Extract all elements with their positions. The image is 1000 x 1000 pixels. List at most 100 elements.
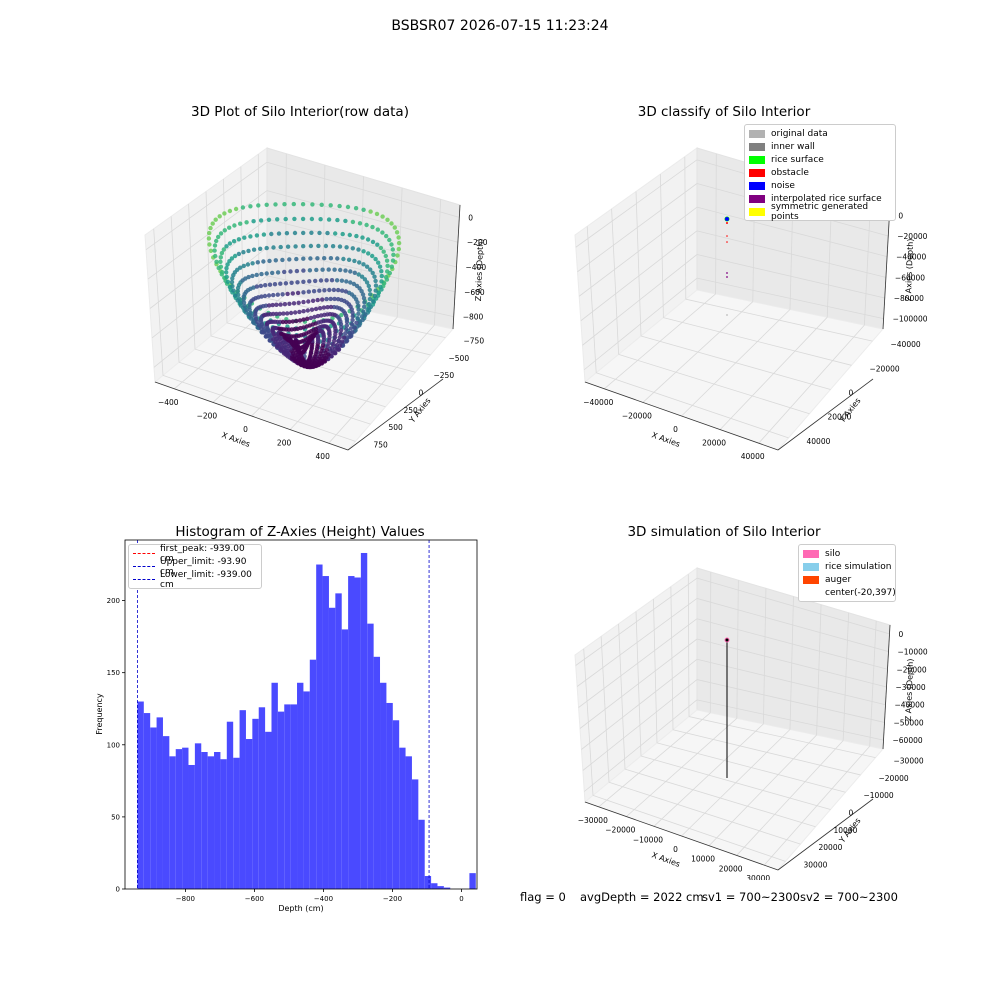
- raw-z-tick-label: −400: [466, 263, 487, 272]
- classify-grid-z-right: [696, 206, 888, 258]
- histogram-bar: [303, 691, 310, 889]
- raw-point: [330, 316, 335, 321]
- raw-point: [356, 247, 361, 252]
- classify-grid-z-left: [582, 254, 698, 346]
- raw-x-axis-line: [154, 381, 349, 451]
- raw-point: [213, 253, 218, 259]
- legend-line-first-peak: [133, 553, 155, 554]
- raw-point: [325, 305, 330, 310]
- legend-auger: auger: [825, 574, 852, 585]
- status-flag: flag = 0: [520, 890, 566, 904]
- simulation-z-tick-label: −40000: [895, 701, 925, 710]
- classify-x-tick-label: −20000: [622, 411, 652, 420]
- legend-noise: noise: [771, 180, 795, 191]
- raw-point: [270, 302, 275, 308]
- raw-point: [362, 304, 367, 309]
- raw-point: [233, 206, 239, 212]
- raw-point: [354, 233, 359, 239]
- raw-point: [241, 263, 246, 269]
- raw-point: [359, 274, 365, 279]
- raw-point: [267, 258, 272, 264]
- raw-point: [334, 342, 340, 348]
- raw-point: [242, 304, 248, 309]
- raw-point: [221, 247, 226, 252]
- raw-point: [370, 253, 375, 259]
- raw-x-tick-label: 0: [243, 425, 248, 434]
- raw-point: [278, 281, 283, 286]
- raw-point: [338, 267, 343, 273]
- raw-point: [343, 289, 349, 294]
- simulation-x-tick-label: −10000: [633, 835, 663, 844]
- raw-point-cloud: [206, 201, 402, 370]
- classify-z-tick-label: −60000: [895, 273, 925, 282]
- histogram-bar: [373, 656, 381, 889]
- legend-rice-surface: rice surface: [771, 154, 824, 165]
- raw-point: [251, 285, 256, 290]
- raw-grid-z-left: [147, 190, 268, 280]
- simulation-y-tick-label: 30000: [804, 860, 828, 869]
- raw-point: [297, 309, 302, 315]
- raw-point: [267, 282, 273, 287]
- raw-point: [380, 214, 385, 219]
- raw-point: [363, 312, 368, 317]
- raw-point: [332, 338, 337, 343]
- simulation-grid-z-left: [582, 679, 698, 771]
- raw-point: [344, 323, 350, 328]
- raw-point: [313, 306, 319, 312]
- histogram-bar: [309, 659, 317, 889]
- raw-point: [353, 206, 359, 211]
- raw-point: [258, 218, 264, 223]
- raw-point: [227, 241, 233, 246]
- classify-point-obstacle: [726, 241, 728, 243]
- raw-z-axis-label: Z Axies (Depth): [474, 238, 485, 301]
- raw-point: [294, 256, 299, 262]
- raw-point: [356, 307, 361, 312]
- raw-point: [361, 296, 367, 301]
- raw-point: [230, 276, 235, 281]
- raw-point: [222, 228, 227, 233]
- raw-point: [326, 217, 332, 222]
- histogram-bar: [162, 736, 170, 889]
- raw-point: [280, 257, 285, 263]
- raw-point: [227, 259, 232, 264]
- raw-point: [218, 231, 224, 236]
- legend-obstacle: obstacle: [771, 167, 809, 178]
- simulation-z-tick-label: −10000: [898, 648, 928, 657]
- simulation-axis-labels: −30000−20000−100000100002000030000300002…: [578, 630, 928, 880]
- raw-point: [236, 292, 241, 297]
- histogram-x-tick-label: −400: [314, 895, 333, 903]
- simulation-grid-z-right: [696, 679, 885, 723]
- raw-point: [259, 294, 264, 299]
- raw-point: [355, 316, 360, 321]
- raw-point: [352, 325, 357, 330]
- raw-point: [280, 292, 285, 297]
- simulation-grid-z-right: [696, 699, 884, 741]
- raw-point: [301, 299, 306, 305]
- raw-grid-z-left: [145, 161, 268, 251]
- raw-z-tick-label: −200: [467, 238, 488, 247]
- raw-point: [336, 297, 341, 302]
- raw-point: [364, 264, 370, 269]
- raw-point: [313, 278, 318, 284]
- raw-point: [370, 270, 375, 276]
- raw-point: [332, 335, 338, 340]
- legend-line-upper-limit: [133, 566, 155, 567]
- histogram-bar: [322, 576, 329, 889]
- raw-point: [315, 313, 321, 319]
- raw-point: [276, 231, 282, 236]
- histogram-bar: [418, 819, 425, 889]
- raw-point: [357, 260, 362, 265]
- histogram-x-label: Depth (cm): [278, 904, 323, 913]
- histogram-bar: [431, 883, 438, 889]
- raw-point: [287, 257, 292, 262]
- raw-grid-z-right: [266, 218, 457, 268]
- raw-point: [271, 311, 276, 317]
- raw-point: [220, 270, 225, 275]
- raw-point: [323, 243, 329, 249]
- raw-grid-z-left: [149, 218, 268, 309]
- raw-point: [230, 284, 235, 289]
- simulation-z-tick-label: −60000: [893, 736, 923, 745]
- raw-point: [367, 287, 372, 293]
- raw-plot-title: 3D Plot of Silo Interior(row data): [191, 104, 409, 120]
- classify-x-tick-label: 0: [673, 425, 678, 434]
